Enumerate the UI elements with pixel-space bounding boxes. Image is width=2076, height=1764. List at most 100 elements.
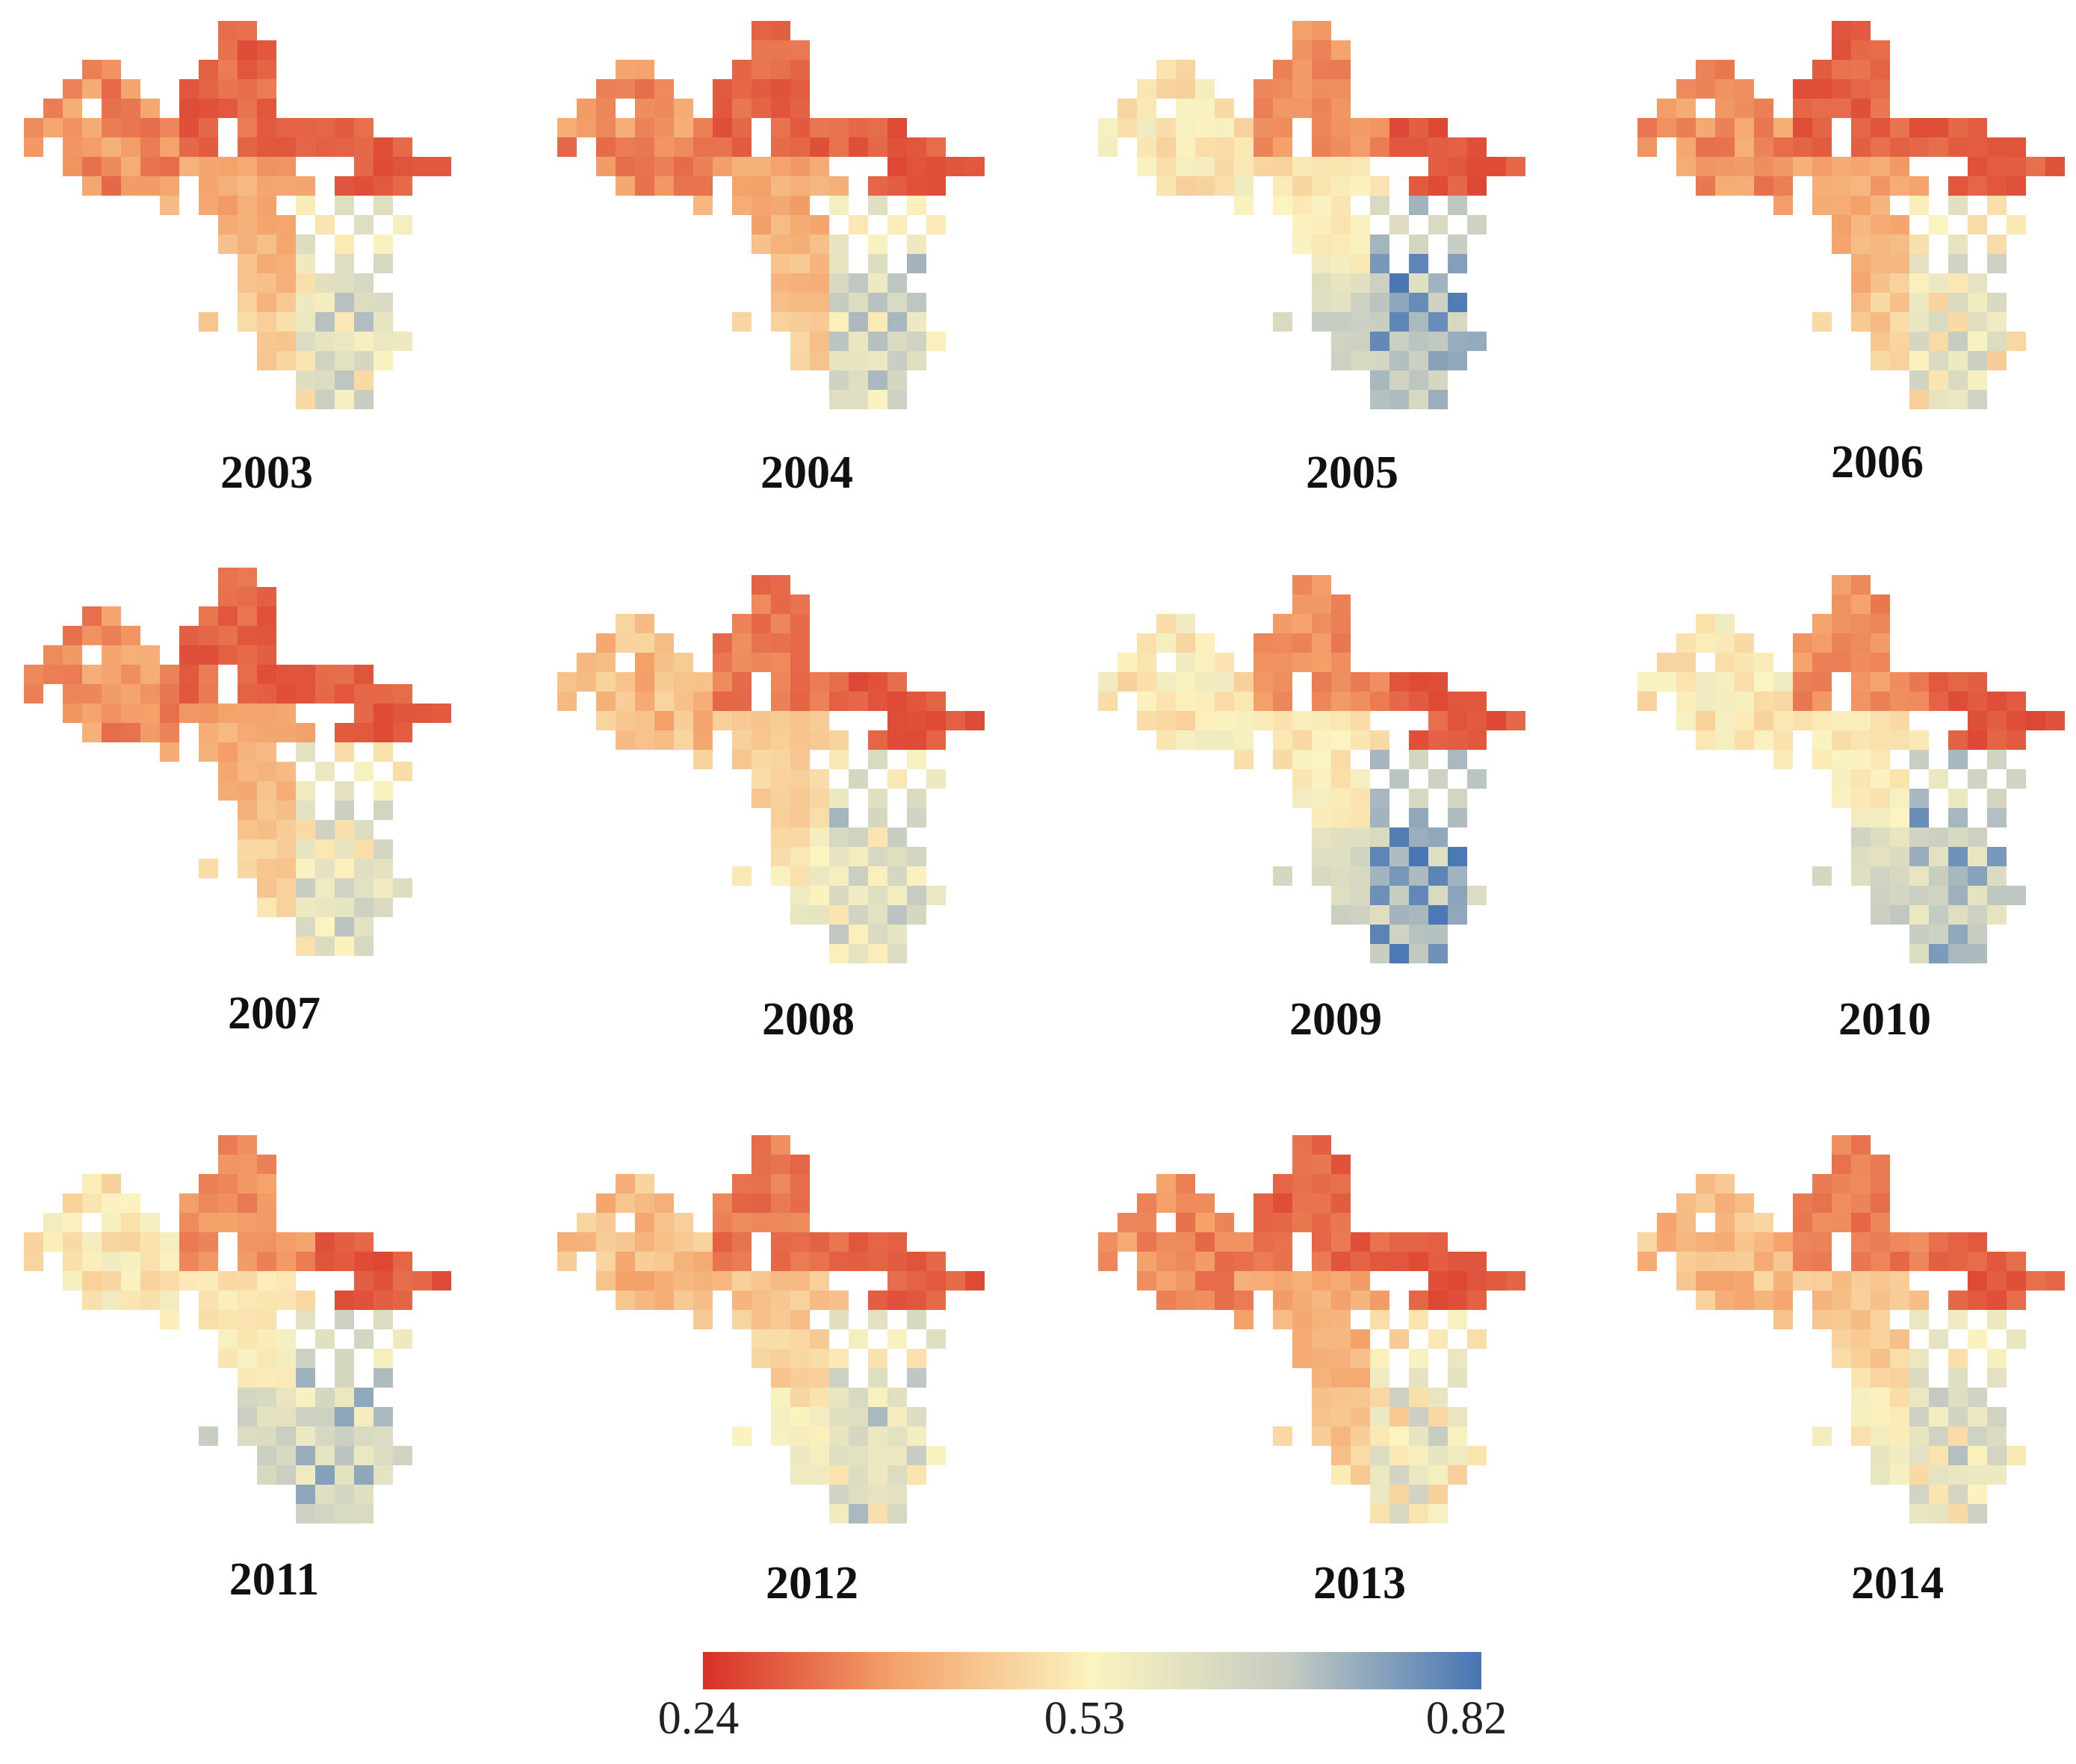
grid-cell: [1351, 235, 1370, 254]
grid-cell: [335, 742, 354, 762]
grid-cell: [315, 665, 335, 684]
grid-cell: [596, 1252, 616, 1271]
grid-cell: [1331, 99, 1351, 118]
grid-cell: [238, 1291, 257, 1310]
grid-cell: [238, 60, 257, 79]
grid-cell: [1754, 118, 1773, 137]
grid-cell: [771, 254, 790, 273]
grid-cell: [1715, 633, 1735, 653]
grid-cell: [1195, 79, 1215, 99]
grid-cell: [2007, 730, 2026, 750]
grid-cell: [374, 137, 393, 157]
grid-cell: [1312, 672, 1331, 692]
grid-cell: [218, 215, 238, 235]
grid-cell: [1948, 808, 1968, 827]
grid-cell: [2007, 1446, 2026, 1465]
grid-cell: [276, 1465, 296, 1485]
grid-cell: [1370, 370, 1389, 390]
grid-cell: [1448, 886, 1467, 905]
grid-cell: [238, 254, 257, 273]
grid-cell: [1832, 99, 1851, 118]
grid-cell: [1948, 1349, 1968, 1368]
grid-cell: [121, 1193, 140, 1213]
grid-cell: [160, 684, 179, 704]
grid-cell: [1292, 1213, 1312, 1232]
grid-cell: [1851, 1155, 1871, 1174]
grid-cell: [1409, 1426, 1428, 1446]
grid-cell: [790, 118, 810, 137]
grid-cell: [296, 684, 315, 704]
grid-cell: [238, 1174, 257, 1193]
grid-cell: [1968, 905, 1987, 925]
grid-cell: [1968, 370, 1987, 390]
grid-cell: [1428, 1446, 1448, 1465]
grid-cell: [1715, 730, 1735, 750]
grid-cell: [354, 665, 374, 684]
grid-cell: [1948, 1485, 1968, 1504]
grid-cell: [1273, 60, 1292, 79]
grid-cell: [868, 235, 887, 254]
grid-cell: [1292, 157, 1312, 176]
grid-cell: [1637, 1252, 1657, 1271]
grid-cell: [829, 196, 849, 215]
grid-cell: [810, 808, 829, 827]
grid-cell: [596, 692, 616, 711]
grid-cell: [596, 633, 616, 653]
grid-cell: [276, 820, 296, 839]
grid-cell: [1735, 1252, 1754, 1271]
grid-cell: [1312, 594, 1331, 614]
grid-cell: [829, 1252, 849, 1271]
grid-cell: [238, 704, 257, 723]
grid-cell: [868, 789, 887, 808]
grid-cell: [1215, 1271, 1234, 1291]
grid-cell: [296, 1504, 315, 1524]
grid-cell: [257, 215, 276, 235]
grid-cell: [965, 1271, 985, 1291]
grid-cell: [2007, 1252, 2026, 1271]
grid-cell: [63, 118, 82, 137]
grid-cell: [1735, 118, 1754, 137]
grid-cell: [218, 1310, 238, 1329]
grid-cell: [218, 1271, 238, 1291]
grid-cell: [1871, 1291, 1890, 1310]
grid-cell: [1676, 1232, 1696, 1252]
grid-cell: [1909, 1504, 1929, 1524]
grid-cell: [1851, 1252, 1871, 1271]
grid-cell: [1254, 1252, 1273, 1271]
grid-cell: [1909, 312, 1929, 332]
grid-cell: [1292, 1174, 1312, 1193]
grid-cell: [635, 79, 654, 99]
grid-cell: [790, 711, 810, 730]
grid-cell: [1929, 769, 1948, 789]
grid-cell: [1409, 1349, 1428, 1368]
grid-cell: [1968, 1465, 1987, 1485]
grid-cell: [1676, 1271, 1696, 1291]
grid-cell: [790, 273, 810, 293]
grid-cell: [1370, 1310, 1389, 1329]
grid-cell: [43, 1213, 63, 1232]
grid-cell: [1351, 273, 1370, 293]
grid-cell: [276, 118, 296, 137]
grid-cell: [771, 1232, 790, 1252]
grid-cell: [2045, 1271, 2065, 1291]
grid-cell: [1929, 1465, 1948, 1485]
grid-cell: [1428, 390, 1448, 409]
grid-cell: [887, 905, 907, 925]
grid-cell: [1448, 866, 1467, 886]
grid-cell: [1851, 1193, 1871, 1213]
grid-cell: [315, 1388, 335, 1407]
grid-cell: [887, 312, 907, 332]
grid-cell: [354, 859, 374, 878]
grid-cell: [616, 137, 635, 157]
grid-cell: [238, 118, 257, 137]
grid-cell: [102, 1174, 121, 1193]
grid-cell: [1812, 672, 1832, 692]
grid-cell: [102, 1213, 121, 1232]
grid-cell: [1929, 215, 1948, 235]
grid-cell: [1331, 157, 1351, 176]
grid-cell: [1851, 730, 1871, 750]
grid-cell: [140, 137, 160, 157]
grid-cell: [1851, 1135, 1871, 1155]
grid-cell: [1467, 1252, 1487, 1271]
grid-cell: [1832, 60, 1851, 79]
